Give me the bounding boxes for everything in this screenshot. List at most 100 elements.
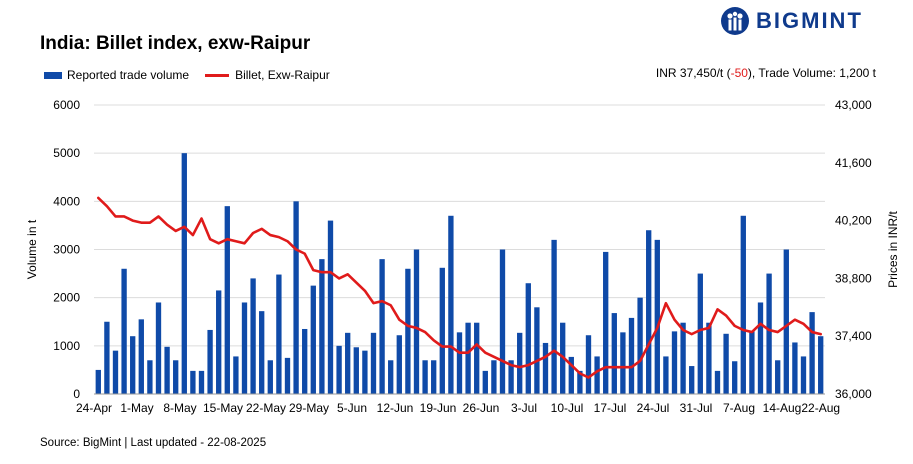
volume-bar <box>448 215 454 394</box>
y-tick-label: 1000 <box>53 339 80 353</box>
x-tick-label: 22-Aug <box>801 401 840 415</box>
volume-bar <box>319 259 325 394</box>
y2-tick-label: 41,600 <box>835 156 872 170</box>
price-summary: INR 37,450/t (-50), Trade Volume: 1,200 … <box>656 66 876 80</box>
volume-bar <box>594 356 600 394</box>
volume-bar <box>190 370 196 394</box>
volume-bar <box>525 283 531 394</box>
volume-bar <box>216 290 222 394</box>
chart-title: India: Billet index, exw-Raipur <box>40 33 311 54</box>
volume-bar <box>654 239 660 394</box>
volume-bar <box>568 356 574 394</box>
x-tick-label: 17-Jul <box>594 401 627 415</box>
x-tick-label: 14-Aug <box>763 401 802 415</box>
summary-suffix: ), Trade Volume: 1,200 t <box>747 66 876 80</box>
volume-bar <box>95 369 101 394</box>
chart-legend: Reported trade volume Billet, Exw-Raipur <box>44 68 346 82</box>
volume-bar <box>388 360 394 394</box>
volume-bar <box>551 239 557 394</box>
legend-line-swatch <box>205 73 230 77</box>
volume-bar <box>809 312 815 394</box>
volume-bar <box>413 249 420 394</box>
volume-bar <box>241 302 248 394</box>
volume-bar <box>680 322 686 394</box>
volume-bar <box>800 356 807 394</box>
volume-bar <box>267 360 273 394</box>
volume-bar <box>534 307 540 394</box>
price-line <box>97 196 823 379</box>
legend-label-price: Billet, Exw-Raipur <box>235 68 330 82</box>
volume-bar <box>499 249 506 394</box>
volume-bar <box>783 249 789 394</box>
volume-bar <box>310 285 316 395</box>
volume-bar <box>284 357 291 395</box>
volume-bar <box>482 370 488 394</box>
volume-bar <box>130 336 136 394</box>
volume-bar <box>577 370 583 394</box>
source-note: Source: BigMint | Last updated - 22-08-2… <box>40 437 267 449</box>
volume-bar <box>818 336 824 394</box>
volume-bar <box>628 317 635 394</box>
volume-bar <box>224 206 230 394</box>
volume-bar <box>706 322 712 394</box>
y-tick-label: 5000 <box>53 146 80 160</box>
volume-bar <box>431 360 437 394</box>
volume-bar <box>396 335 402 394</box>
volume-bar <box>173 360 179 394</box>
x-tick-label: 7-Aug <box>723 401 755 415</box>
y-axis-title: Volume in t <box>25 219 39 279</box>
volume-bar <box>474 322 480 394</box>
x-tick-label: 24-Jul <box>637 401 670 415</box>
volume-bar <box>646 230 652 394</box>
volume-bar <box>345 332 351 394</box>
volume-bar <box>362 350 368 394</box>
y2-tick-label: 38,800 <box>835 271 872 285</box>
x-tick-label: 24-Apr <box>76 401 112 415</box>
volume-bar <box>757 302 764 394</box>
y-tick-label: 2000 <box>53 291 80 305</box>
volume-bar <box>749 331 755 394</box>
legend-label-volume: Reported trade volume <box>67 68 190 82</box>
x-tick-label: 31-Jul <box>680 401 713 415</box>
volume-bar <box>259 311 265 394</box>
y2-tick-label: 36,000 <box>835 387 872 401</box>
volume-bar <box>327 220 334 394</box>
volume-bar <box>439 267 445 394</box>
x-tick-label: 3-Jul <box>511 401 537 415</box>
x-tick-label: 8-May <box>163 401 196 415</box>
y2-tick-label: 43,000 <box>835 98 872 112</box>
volume-bar <box>732 361 738 394</box>
legend-item-price: Billet, Exw-Raipur <box>205 68 330 82</box>
y-tick-label: 0 <box>73 387 80 401</box>
x-tick-label: 22-May <box>246 401 286 415</box>
volume-bar <box>379 259 385 394</box>
volume-bar <box>104 321 110 394</box>
volume-bar <box>370 332 377 394</box>
summary-change: -50 <box>730 66 748 80</box>
y-tick-label: 3000 <box>53 243 80 257</box>
volume-bar <box>207 329 213 394</box>
volume-bar <box>491 360 497 394</box>
x-tick-label: 15-May <box>203 401 243 415</box>
x-tick-label: 1-May <box>120 401 153 415</box>
volume-bar <box>792 342 798 394</box>
volume-bar <box>293 201 299 394</box>
volume-bar <box>233 356 239 394</box>
legend-item-volume: Reported trade volume <box>44 68 189 82</box>
volume-bar <box>517 332 523 394</box>
logo-text: BIGMINT <box>756 8 863 33</box>
volume-bar <box>302 328 308 394</box>
volume-bar <box>456 332 463 394</box>
volume-bar <box>198 370 205 394</box>
x-tick-label: 29-May <box>289 401 329 415</box>
bigmint-logo-icon <box>721 7 749 35</box>
volume-bar <box>542 342 549 394</box>
volume-bar <box>663 356 669 394</box>
y2-axis-title: Prices in INR/t <box>886 210 900 287</box>
y-tick-label: 6000 <box>53 98 80 112</box>
x-tick-label: 5-Jun <box>337 401 367 415</box>
volume-bar <box>723 333 729 394</box>
volume-bar <box>637 297 643 394</box>
y2-tick-label: 40,200 <box>835 214 872 228</box>
volume-bar <box>740 215 746 394</box>
